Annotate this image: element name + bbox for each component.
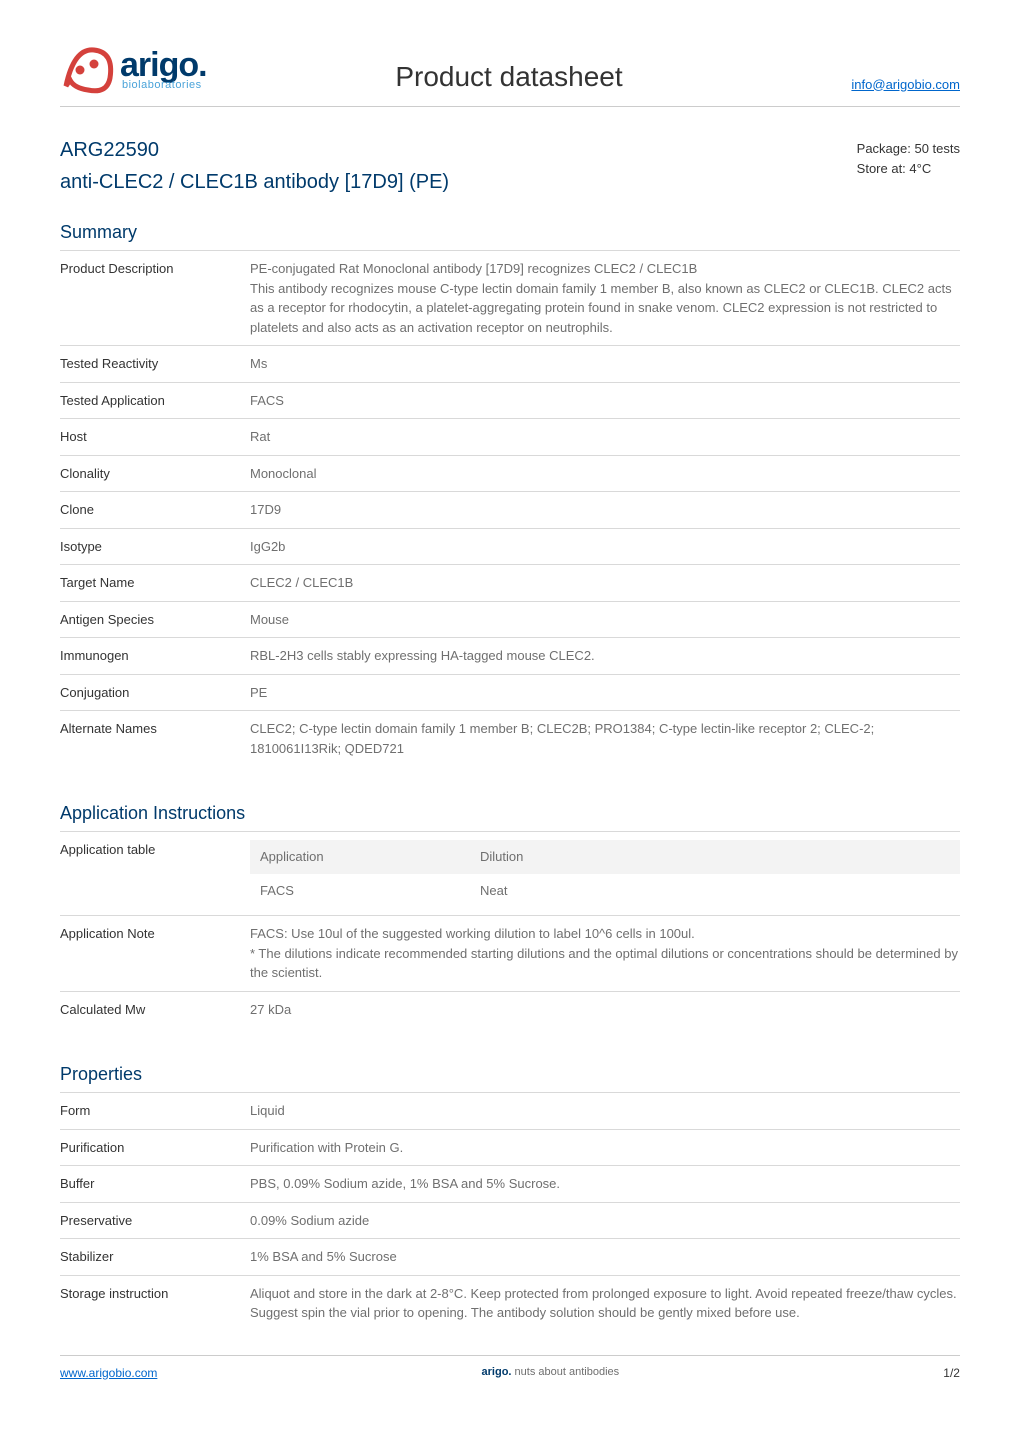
row-value: RBL-2H3 cells stably expressing HA-tagge… [250,646,960,666]
summary-table: Product Description PE-conjugated Rat Mo… [60,250,960,766]
row-label: Form [60,1101,250,1121]
row-label: Immunogen [60,646,250,666]
footer-tagline-text: nuts about antibodies [515,1366,620,1378]
row-label: Application table [60,840,250,907]
product-name: anti-CLEC2 / CLEC1B antibody [17D9] (PE) [60,167,449,197]
table-row: Calculated Mw 27 kDa [60,991,960,1028]
contact-email-link[interactable]: info@arigobio.com [851,75,960,95]
row-value: PBS, 0.09% Sodium azide, 1% BSA and 5% S… [250,1174,960,1194]
row-value: Mouse [250,610,960,630]
package-size: Package: 50 tests [857,139,960,159]
row-value: IgG2b [250,537,960,557]
footer-site-link[interactable]: www.arigobio.com [60,1364,157,1382]
table-row: Alternate Names CLEC2; C-type lectin dom… [60,710,960,766]
table-row: Isotype IgG2b [60,528,960,565]
document-title: Product datasheet [167,56,852,98]
section-title-properties: Properties [60,1061,960,1088]
row-value: PE-conjugated Rat Monoclonal antibody [1… [250,259,960,337]
table-row: Buffer PBS, 0.09% Sodium azide, 1% BSA a… [60,1165,960,1202]
row-label: Clonality [60,464,250,484]
row-label: Conjugation [60,683,250,703]
row-value: Aliquot and store in the dark at 2-8°C. … [250,1284,960,1323]
app-table-cell: FACS [250,874,470,908]
table-row: Tested Reactivity Ms [60,345,960,382]
footer-brand: arigo. [482,1366,512,1378]
table-row: Tested Application FACS [60,382,960,419]
row-label: Clone [60,500,250,520]
row-label: Alternate Names [60,719,250,739]
row-value: 1% BSA and 5% Sucrose [250,1247,960,1267]
row-label: Purification [60,1138,250,1158]
page-number: 1/2 [943,1364,960,1382]
footer-tagline: arigo. nuts about antibodies [482,1364,620,1381]
table-row: Antigen Species Mouse [60,601,960,638]
row-label: Antigen Species [60,610,250,630]
table-row: Purification Purification with Protein G… [60,1129,960,1166]
section-title-app-instructions: Application Instructions [60,800,960,827]
app-table-col-header: Application [250,840,470,874]
row-label: Stabilizer [60,1247,250,1267]
row-value: 27 kDa [250,1000,960,1020]
app-table-header: Application Dilution [250,840,960,874]
product-code: ARG22590 [60,135,449,165]
row-value: Purification with Protein G. [250,1138,960,1158]
section-title-summary: Summary [60,219,960,246]
table-row: Host Rat [60,418,960,455]
application-table: Application Dilution FACS Neat [250,840,960,907]
row-label: Product Description [60,259,250,279]
table-row: Product Description PE-conjugated Rat Mo… [60,250,960,345]
table-row: Conjugation PE [60,674,960,711]
app-table-row: FACS Neat [250,874,960,908]
row-label: Host [60,427,250,447]
row-value: CLEC2 / CLEC1B [250,573,960,593]
row-label: Preservative [60,1211,250,1231]
row-value: FACS [250,391,960,411]
row-label: Calculated Mw [60,1000,250,1020]
product-header: ARG22590 anti-CLEC2 / CLEC1B antibody [1… [60,135,960,197]
product-title-block: ARG22590 anti-CLEC2 / CLEC1B antibody [1… [60,135,449,197]
logo-icon [60,40,118,98]
row-value: Liquid [250,1101,960,1121]
table-row: Clonality Monoclonal [60,455,960,492]
app-table-cell: Neat [470,874,960,908]
row-label: Buffer [60,1174,250,1194]
row-value: CLEC2; C-type lectin domain family 1 mem… [250,719,960,758]
product-meta: Package: 50 tests Store at: 4°C [857,139,960,178]
storage-temp: Store at: 4°C [857,159,960,179]
row-value: Rat [250,427,960,447]
table-row: Immunogen RBL-2H3 cells stably expressin… [60,637,960,674]
row-label: Tested Application [60,391,250,411]
row-label: Tested Reactivity [60,354,250,374]
table-row: Application Note FACS: Use 10ul of the s… [60,915,960,991]
page-header: arigo. biolaboratories Product datasheet… [60,40,960,107]
row-value: Monoclonal [250,464,960,484]
table-row: Form Liquid [60,1092,960,1129]
row-label: Application Note [60,924,250,944]
table-row: Stabilizer 1% BSA and 5% Sucrose [60,1238,960,1275]
row-label: Target Name [60,573,250,593]
table-row: Storage instruction Aliquot and store in… [60,1275,960,1331]
row-value: FACS: Use 10ul of the suggested working … [250,924,960,983]
table-row: Preservative 0.09% Sodium azide [60,1202,960,1239]
row-value: PE [250,683,960,703]
row-value: Ms [250,354,960,374]
table-row: Target Name CLEC2 / CLEC1B [60,564,960,601]
app-table-col-header: Dilution [470,840,960,874]
properties-table: Form Liquid Purification Purification wi… [60,1092,960,1331]
row-value: 17D9 [250,500,960,520]
row-label: Storage instruction [60,1284,250,1304]
page-footer: www.arigobio.com arigo. nuts about antib… [60,1355,960,1382]
row-value: 0.09% Sodium azide [250,1211,960,1231]
table-row: Clone 17D9 [60,491,960,528]
row-label: Isotype [60,537,250,557]
application-table-row: Application table Application Dilution F… [60,831,960,915]
